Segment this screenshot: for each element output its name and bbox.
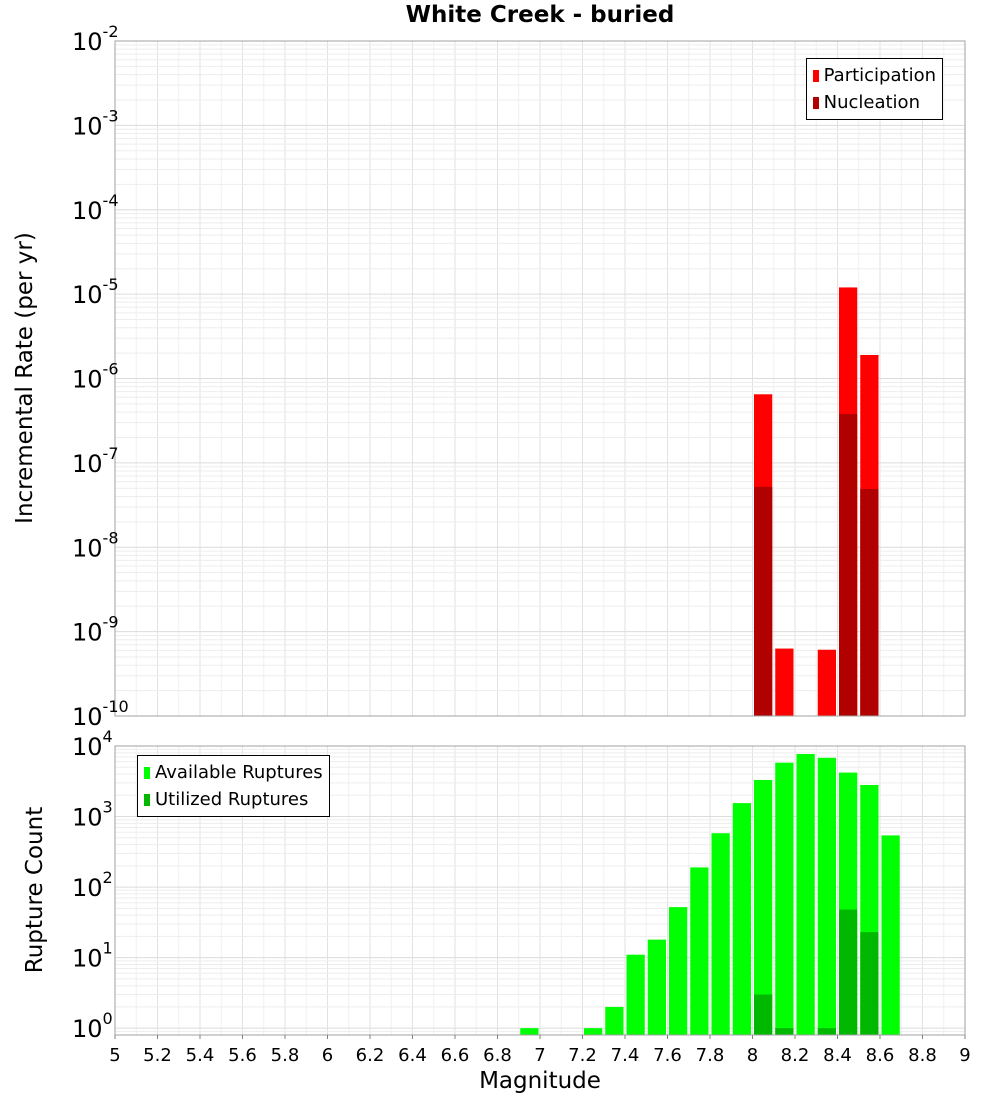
rupture-bar-available-ruptures	[626, 954, 645, 1035]
rupture-bar-available-ruptures	[520, 1028, 539, 1035]
rupture-xtick-label: 6	[322, 1045, 333, 1066]
rupture-ytick-label: 103	[72, 798, 113, 832]
rupture-xtick-label: 8	[747, 1045, 758, 1066]
rupture-bar-available-ruptures	[796, 754, 815, 1035]
rupture-xtick-label: 8.8	[908, 1045, 937, 1066]
legend-label-utilized: Utilized Ruptures	[155, 789, 309, 810]
rate-ytick-label: 10-6	[72, 360, 119, 394]
rupture-xtick-label: 7	[534, 1045, 545, 1066]
legend-label-nucleation: Nucleation	[823, 92, 920, 113]
rupture-ytick-label: 104	[72, 727, 113, 761]
legend-label-participation: Participation	[823, 65, 936, 86]
rupture-xtick-label: 5	[109, 1045, 120, 1066]
rupture-xtick-label: 7.4	[611, 1045, 640, 1066]
rate-bar-nucleation	[839, 413, 858, 716]
legend-label-available: Available Ruptures	[155, 762, 323, 783]
chart-title: White Creek - buried	[405, 2, 675, 28]
legend-item-participation: Participation	[812, 62, 936, 89]
rupture-bar-utilized-ruptures	[775, 1028, 794, 1035]
legend-item-nucleation: Nucleation	[812, 89, 936, 116]
rupture-bar-available-ruptures	[775, 762, 794, 1035]
rupture-bar-utilized-ruptures	[839, 909, 858, 1035]
rupture-xtick-label: 7.6	[653, 1045, 682, 1066]
rupture-bar-available-ruptures	[711, 833, 730, 1035]
rupture-bar-utilized-ruptures	[754, 994, 773, 1035]
rate-bar-participation	[817, 649, 836, 716]
rupture-xtick-label: 8.6	[866, 1045, 895, 1066]
utilized-swatch	[144, 793, 150, 806]
rupture-xtick-label: 8.4	[823, 1045, 852, 1066]
rupture-bar-available-ruptures	[817, 757, 836, 1035]
rate-bar-nucleation	[754, 486, 773, 716]
rupture-bar-available-ruptures	[669, 907, 688, 1035]
rupture-bar-available-ruptures	[605, 1006, 624, 1035]
rupture-legend: Available Ruptures Utilized Ruptures	[137, 755, 330, 817]
rate-ytick-label: 10-8	[72, 528, 119, 562]
rupture-xtick-label: 6.2	[356, 1045, 385, 1066]
rupture-xtick-label: 5.4	[186, 1045, 215, 1066]
rate-ytick-label: 10-9	[72, 613, 119, 647]
rupture-bar-available-ruptures	[647, 939, 666, 1035]
rupture-xtick-label: 5.6	[228, 1045, 257, 1066]
rupture-ytick-label: 100	[72, 1009, 113, 1043]
rupture-xtick-label: 5.2	[143, 1045, 172, 1066]
rate-ytick-label: 10-10	[72, 697, 129, 731]
nucleation-swatch	[812, 96, 819, 109]
rate-ytick-label: 10-2	[72, 22, 119, 56]
rupture-ytick-label: 101	[72, 939, 113, 973]
rupture-xtick-label: 7.2	[568, 1045, 597, 1066]
rate-ytick-label: 10-7	[72, 444, 119, 478]
rupture-bar-utilized-ruptures	[817, 1028, 836, 1035]
rupture-bar-available-ruptures	[881, 835, 900, 1035]
rupture-bar-utilized-ruptures	[860, 932, 879, 1035]
x-axis-label: Magnitude	[479, 1068, 601, 1094]
rate-legend: Participation Nucleation	[805, 58, 943, 120]
rupture-bar-available-ruptures	[690, 867, 709, 1035]
rupture-xtick-label: 9	[959, 1045, 970, 1066]
rate-plot-border	[114, 40, 966, 717]
rate-bar-participation	[775, 648, 794, 716]
legend-item-available: Available Ruptures	[144, 759, 323, 786]
legend-item-utilized: Utilized Ruptures	[144, 786, 323, 813]
rupture-bar-available-ruptures	[584, 1028, 603, 1035]
rupture-xtick-label: 6.8	[483, 1045, 512, 1066]
rate-bar-nucleation	[860, 489, 879, 716]
rupture-xtick-label: 6.6	[441, 1045, 470, 1066]
rupture-xtick-label: 8.2	[781, 1045, 810, 1066]
rate-ytick-label: 10-3	[72, 106, 119, 140]
rupture-xtick-label: 7.8	[696, 1045, 725, 1066]
available-swatch	[144, 766, 150, 779]
participation-swatch	[812, 69, 819, 82]
rate-ytick-label: 10-4	[72, 191, 119, 225]
rupture-xtick-label: 5.8	[271, 1045, 300, 1066]
rupture-bar-available-ruptures	[732, 803, 751, 1035]
rupture-bar-available-ruptures	[754, 779, 773, 1035]
rupture-xtick-label: 6.4	[398, 1045, 427, 1066]
rate-ytick-label: 10-5	[72, 275, 119, 309]
rupture-ytick-label: 102	[72, 868, 113, 902]
